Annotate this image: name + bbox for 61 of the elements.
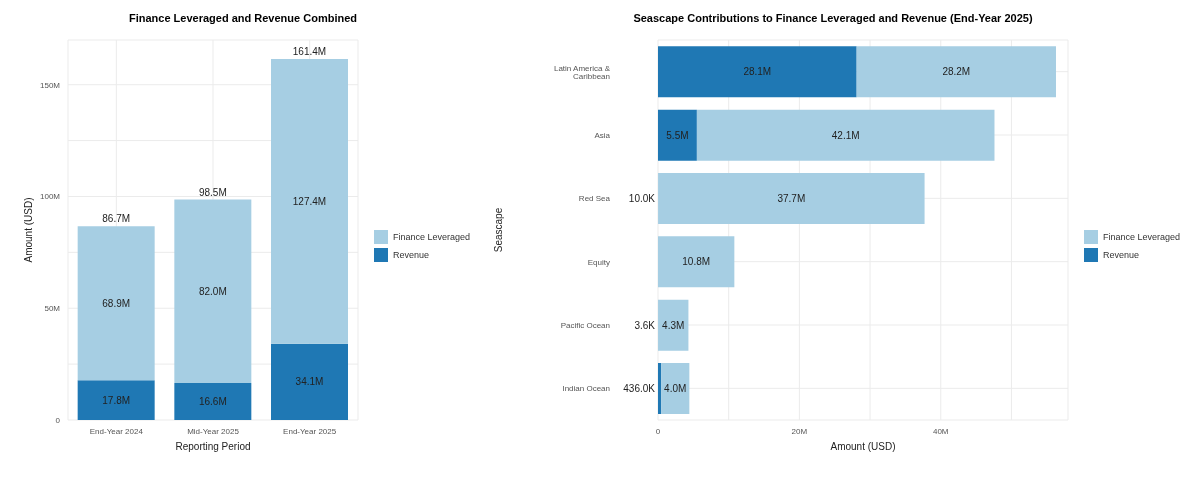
bar <box>658 173 925 224</box>
data-label: 5.5M <box>666 129 689 141</box>
data-label: 127.4M <box>292 195 327 207</box>
y-axis-title: Seascape <box>492 207 504 253</box>
y-tick-label: Asia <box>594 130 611 140</box>
x-tick-label: 0 <box>655 426 661 436</box>
bar <box>658 363 662 414</box>
legend-label: Revenue <box>393 250 430 260</box>
x-axis-title: Amount (USD) <box>830 441 896 452</box>
data-label: 37.7M <box>777 193 806 204</box>
bar <box>174 199 252 383</box>
x-tick-label: Mid-Year 2025 <box>187 426 240 436</box>
data-label: 82.0M <box>198 285 227 297</box>
data-label: 10.0K <box>628 193 656 204</box>
bar <box>658 109 697 161</box>
data-label: 16.6M <box>198 395 227 407</box>
x-tick-label: End-Year 2024 <box>89 426 144 436</box>
y-tick-label: Equity <box>587 257 610 267</box>
data-label: 10.8M <box>682 256 711 268</box>
y-tick-label: 0 <box>55 415 61 425</box>
y-tick-label: Red Sea <box>578 194 611 204</box>
data-label: 34.1M <box>295 376 324 388</box>
total-label: 86.7M <box>102 213 131 225</box>
y-tick-label: Indian Ocean <box>562 384 610 394</box>
bar <box>271 59 348 344</box>
bar <box>77 380 155 420</box>
x-tick-label: 20M <box>791 426 808 436</box>
data-label: 4.3M <box>662 319 685 331</box>
legend-label: Finance Leveraged <box>1103 232 1181 242</box>
data-label: 28.1M <box>743 66 772 78</box>
data-label: 436.0K <box>623 383 656 394</box>
legend-label: Revenue <box>1103 250 1140 260</box>
bar <box>174 382 252 420</box>
y-tick-label: 150M <box>39 80 61 90</box>
bar <box>77 226 155 381</box>
bar <box>658 236 735 288</box>
data-label: 42.1M <box>831 129 860 141</box>
y-tick-label: Latin America & Caribbean <box>553 63 611 81</box>
y-axis-title: Amount (USD) <box>22 197 34 263</box>
bar <box>271 343 348 420</box>
data-label: 28.2M <box>942 66 971 78</box>
bar <box>658 46 857 98</box>
bar <box>856 46 1056 98</box>
data-label: 68.9M <box>102 297 131 309</box>
chart-title: Finance Leveraged and Revenue Combined <box>128 11 358 26</box>
chart-title: Seascape Contributions to Finance Leveraged and Revenue (End-Year 2025) <box>632 11 1034 26</box>
x-tick-label: End-Year 2025 <box>283 426 337 436</box>
legend-label: Finance Leveraged <box>393 232 471 242</box>
y-tick-label: Pacific Ocean <box>560 320 610 330</box>
data-label: 3.6K <box>634 319 656 331</box>
x-tick-label: 40M <box>932 426 949 436</box>
data-label: 4.0M <box>664 383 687 394</box>
total-label: 161.4M <box>292 46 327 57</box>
total-label: 98.5M <box>198 186 227 198</box>
bar <box>661 363 690 414</box>
y-tick-label: 50M <box>44 304 61 314</box>
x-axis-title: Reporting Period <box>175 441 251 452</box>
bar <box>658 299 689 351</box>
bar <box>696 109 995 161</box>
data-label: 17.8M <box>102 394 131 406</box>
y-tick-label: 100M <box>39 192 61 202</box>
